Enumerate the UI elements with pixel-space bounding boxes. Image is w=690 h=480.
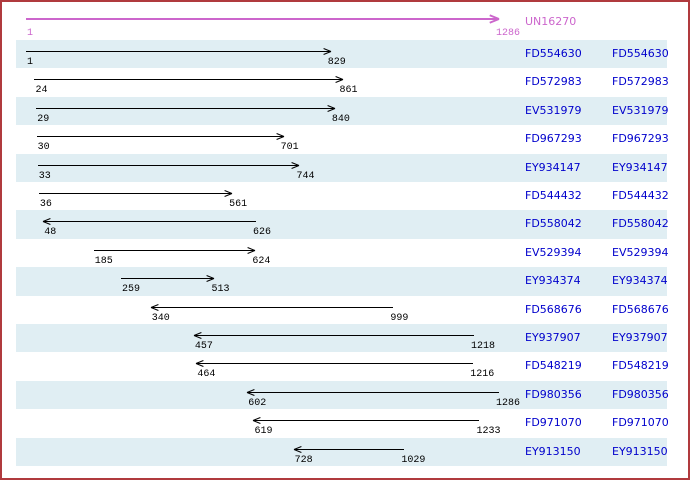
- end-coordinate: 1233: [476, 426, 501, 438]
- row-band: [16, 182, 667, 211]
- end-coordinate: 744: [296, 170, 315, 182]
- accession-link-secondary[interactable]: EY934374: [612, 274, 668, 288]
- reference-arrow: [26, 18, 499, 20]
- accession-link[interactable]: FD548219: [525, 359, 582, 373]
- accession-link[interactable]: EV529394: [525, 245, 582, 259]
- accession-link[interactable]: EY937907: [525, 331, 581, 344]
- start-coordinate: 464: [197, 369, 216, 381]
- accession-link-secondary[interactable]: EV531979: [612, 103, 669, 117]
- row-band: [16, 380, 667, 410]
- end-coordinate: 829: [327, 57, 346, 68]
- alignment-arrow-reverse: [247, 391, 499, 393]
- row-band: [16, 40, 667, 69]
- row-band: [16, 153, 667, 182]
- row-band: [16, 96, 667, 126]
- accession-link-secondary[interactable]: FD544432: [612, 189, 669, 202]
- alignment-arrow-forward: [26, 51, 331, 52]
- accession-link[interactable]: FD572983: [525, 75, 582, 89]
- alignment-arrow-forward: [36, 107, 335, 109]
- row-band: [16, 238, 667, 268]
- accession-link[interactable]: FD544432: [525, 189, 582, 202]
- accession-link-secondary[interactable]: FD554630: [612, 47, 669, 60]
- reference-accession-link[interactable]: UN16270: [525, 15, 577, 28]
- accession-link[interactable]: FD980356: [525, 387, 582, 401]
- alignment-arrow-forward: [38, 193, 233, 194]
- row-band: [16, 68, 667, 97]
- alignment-arrow-forward: [120, 278, 215, 280]
- start-coordinate: 30: [37, 142, 50, 154]
- start-coordinate: 36: [39, 199, 52, 210]
- accession-link-secondary[interactable]: FD548219: [612, 359, 669, 373]
- end-coordinate: 513: [211, 284, 230, 296]
- end-coordinate: 561: [229, 199, 248, 210]
- row-band: [16, 267, 667, 296]
- alignment-arrow-reverse: [196, 363, 474, 365]
- end-coordinate: 701: [280, 142, 299, 154]
- accession-link-secondary[interactable]: EY934147: [612, 160, 668, 174]
- accession-link-secondary[interactable]: FD558042: [612, 217, 669, 231]
- end-coordinate: 1286: [496, 397, 521, 409]
- row-band: [16, 409, 667, 438]
- row-band: [16, 437, 667, 466]
- start-coordinate: 33: [38, 170, 51, 182]
- row-band: [16, 210, 667, 239]
- accession-link[interactable]: FD967293: [525, 132, 582, 146]
- accession-link-secondary[interactable]: EV529394: [612, 245, 669, 259]
- start-coordinate: 1: [27, 57, 34, 68]
- accession-link-secondary[interactable]: FD971070: [612, 416, 669, 430]
- accession-link[interactable]: FD568676: [525, 302, 582, 316]
- alignment-arrow-forward: [93, 249, 256, 251]
- end-coordinate: 840: [331, 113, 350, 125]
- start-coordinate: 619: [254, 426, 273, 438]
- row-band: [16, 295, 667, 324]
- alignment-arrow-forward: [36, 136, 284, 138]
- accession-link[interactable]: EY913150: [525, 444, 581, 458]
- start-coordinate: 340: [151, 312, 170, 324]
- end-coordinate: 999: [390, 312, 409, 324]
- accession-link[interactable]: FD558042: [525, 217, 582, 231]
- start-coordinate: 24: [35, 85, 48, 97]
- row-band: [16, 324, 667, 353]
- start-coordinate: 602: [248, 397, 267, 409]
- start-coordinate: 457: [194, 341, 213, 352]
- accession-link-secondary[interactable]: FD568676: [612, 302, 669, 316]
- row-band: [16, 352, 667, 381]
- reference-start-coordinate: 1: [27, 28, 34, 39]
- reference-end-coordinate: 1286: [496, 28, 521, 39]
- start-coordinate: 29: [37, 113, 50, 125]
- alignment-arrow-reverse: [293, 448, 405, 450]
- accession-link[interactable]: EY934147: [525, 160, 581, 174]
- alignment-arrow-reverse: [43, 221, 257, 223]
- start-coordinate: 259: [121, 284, 140, 296]
- alignment-arrow-forward: [34, 79, 343, 81]
- end-coordinate: 1029: [401, 454, 426, 466]
- accession-link[interactable]: EV531979: [525, 103, 582, 117]
- alignment-arrow-reverse: [150, 306, 394, 308]
- accession-link-secondary[interactable]: FD572983: [612, 75, 669, 89]
- alignment-arrow-reverse: [253, 420, 480, 422]
- alignment-arrow-forward: [37, 164, 300, 166]
- start-coordinate: 728: [294, 454, 313, 466]
- end-coordinate: 1218: [470, 341, 495, 352]
- alignment-arrow-reverse: [193, 335, 474, 336]
- accession-link-secondary[interactable]: FD980356: [612, 387, 669, 401]
- start-coordinate: 185: [94, 255, 113, 267]
- accession-link-secondary[interactable]: FD967293: [612, 132, 669, 146]
- end-coordinate: 626: [253, 227, 272, 239]
- accession-link[interactable]: EY934374: [525, 274, 581, 288]
- accession-link-secondary[interactable]: EY937907: [612, 331, 668, 344]
- accession-link[interactable]: FD971070: [525, 416, 582, 430]
- accession-link[interactable]: FD554630: [525, 47, 582, 60]
- end-coordinate: 1216: [470, 369, 495, 381]
- accession-link-secondary[interactable]: EY913150: [612, 444, 668, 458]
- start-coordinate: 48: [44, 227, 57, 239]
- end-coordinate: 861: [339, 85, 358, 97]
- end-coordinate: 624: [252, 255, 271, 267]
- row-band: [16, 125, 667, 154]
